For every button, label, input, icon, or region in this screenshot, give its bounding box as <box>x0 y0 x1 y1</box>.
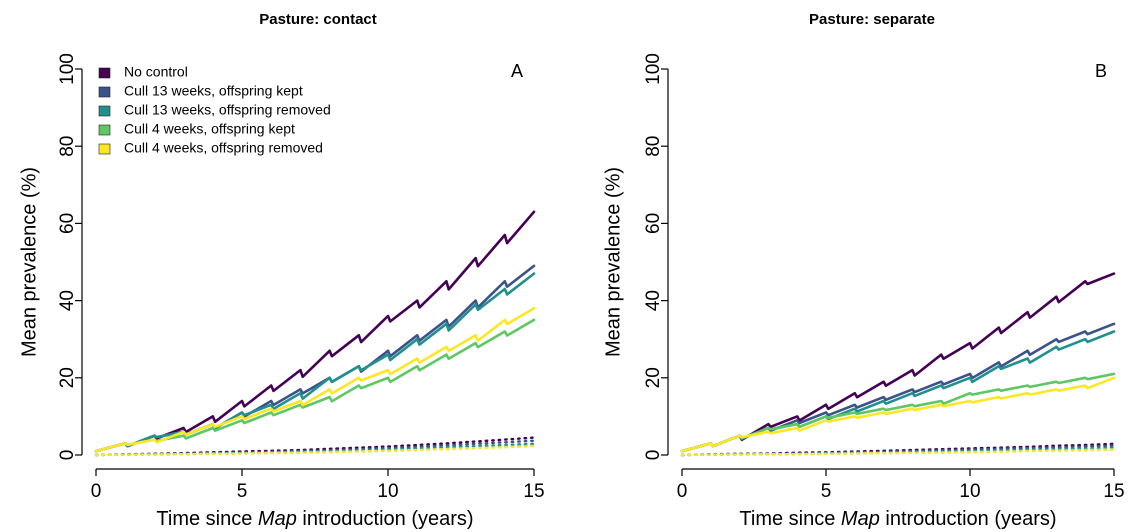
legend-swatch <box>98 67 111 79</box>
legend-label: Cull 13 weeks, offspring kept <box>124 83 303 99</box>
series-line-solid-2 <box>94 272 536 453</box>
y-tick-label: 40 <box>643 290 664 311</box>
legend-swatch <box>98 124 111 136</box>
series-line-dotted-8 <box>680 448 1116 457</box>
y-tick-label: 60 <box>57 213 78 234</box>
x-tick-label: 0 <box>91 481 102 502</box>
legend-label: Cull 13 weeks, offspring removed <box>124 102 331 118</box>
series-line-dotted-8 <box>94 444 536 457</box>
x-tick-label: 5 <box>237 481 248 502</box>
legend-label: No control <box>124 64 188 80</box>
series-line-solid-0 <box>680 272 1116 453</box>
y-tick-label: 80 <box>57 136 78 157</box>
series-line-solid-9 <box>680 376 1116 453</box>
y-tick-label: 0 <box>57 450 78 461</box>
legend-swatch <box>98 86 111 98</box>
panel-label: B <box>1095 61 1107 81</box>
y-axis-label: Mean prevalence (%) <box>18 167 40 357</box>
y-tick-label: 20 <box>57 367 78 388</box>
legend-label: Cull 4 weeks, offspring removed <box>124 140 323 156</box>
x-axis-label-part: introduction (years) <box>297 508 474 530</box>
chart-title: Pasture: separate <box>809 11 935 28</box>
y-tick-label: 20 <box>643 367 664 388</box>
x-axis-label-part: Time since <box>156 508 258 530</box>
series-line-solid-1 <box>94 264 536 453</box>
legend-swatch <box>98 143 111 155</box>
x-axis-label-italic: Map <box>841 508 880 530</box>
legend: No control Cull 13 weeks, offspring kept C… <box>98 64 331 156</box>
y-tick-label: 60 <box>643 213 664 234</box>
x-tick-label: 10 <box>959 481 980 502</box>
series-line-solid-1 <box>680 322 1116 453</box>
series-line-solid-9 <box>94 307 536 453</box>
x-axis-label: Time since Map introduction (years) <box>739 508 1056 530</box>
legend-swatch <box>98 105 111 117</box>
y-tick-label: 0 <box>643 450 664 461</box>
x-axis-label: Time since Map introduction (years) <box>156 508 473 530</box>
x-tick-label: 0 <box>677 481 688 502</box>
y-axis-label: Mean prevalence (%) <box>602 167 624 357</box>
x-tick-label: 15 <box>523 481 544 502</box>
chart-panel-a: Pasture: contact A 0 5 10 15 0 20 40 60 80 100 Mean … <box>18 11 544 530</box>
x-tick-label: 5 <box>821 481 832 502</box>
series-line-solid-3 <box>680 372 1116 453</box>
panel-label: A <box>511 61 523 81</box>
y-tick-label: 80 <box>643 136 664 157</box>
y-tick-label: 100 <box>57 53 78 85</box>
x-axis-label-part: Time since <box>739 508 841 530</box>
chart-title: Pasture: contact <box>259 11 377 28</box>
chart-panel-b: Pasture: separate B 0 5 10 15 0 20 40 60 80 100 Mean… <box>602 11 1124 530</box>
x-axis-label-italic: Map <box>258 508 297 530</box>
x-tick-label: 15 <box>1103 481 1124 502</box>
x-tick-label: 10 <box>377 481 398 502</box>
x-axis-label-part: introduction (years) <box>880 508 1057 530</box>
y-tick-label: 40 <box>57 290 78 311</box>
series-line-solid-0 <box>94 210 536 453</box>
y-tick-label: 100 <box>643 53 664 85</box>
series-line-solid-3 <box>94 318 536 453</box>
legend-label: Cull 4 weeks, offspring kept <box>124 121 295 137</box>
